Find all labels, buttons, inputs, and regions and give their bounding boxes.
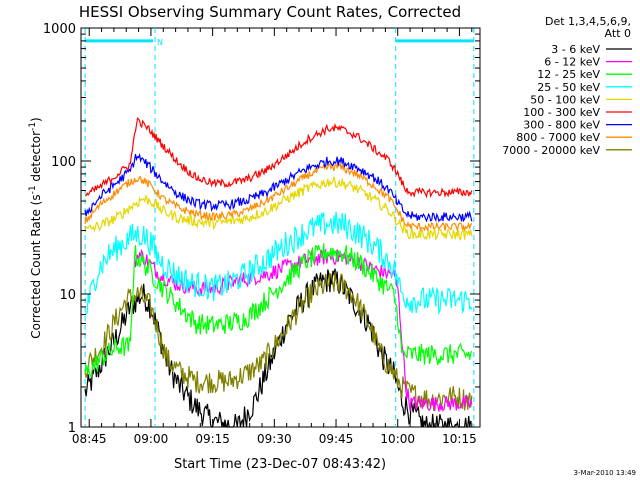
chart-title: HESSI Observing Summary Count Rates, Cor… (79, 3, 461, 21)
x-tick-label: 10:15 (442, 432, 477, 446)
series-line-6 (84, 152, 473, 223)
x-tick-label: 09:30 (257, 432, 292, 446)
y-tick-label: 10 (59, 288, 76, 303)
legend-header-line-1: Det 1,3,4,5,6,9, (545, 15, 631, 28)
x-tick-label: 09:15 (195, 432, 230, 446)
legend-label-5: 100 - 300 keV (523, 106, 600, 119)
series-line-0 (84, 268, 473, 429)
x-axis-label: Start Time (23-Dec-07 08:43:42) (174, 457, 386, 472)
series-line-5 (85, 117, 473, 199)
legend-label-6: 300 - 800 keV (523, 119, 600, 132)
legend-label-7: 800 - 7000 keV (516, 131, 600, 144)
x-tick-label: 09:00 (134, 432, 169, 446)
series-layer (84, 117, 473, 429)
legend-header-line-2: Att 0 (605, 27, 631, 40)
legend-label-3: 25 - 50 keV (537, 81, 600, 94)
legend-label-0: 3 - 6 keV (551, 43, 600, 56)
pointing-markers: N (84, 28, 475, 427)
series-line-8 (84, 271, 473, 411)
series-line-3 (84, 211, 473, 316)
x-tick-label: 08:45 (72, 432, 107, 446)
y-tick-label: 100 (51, 155, 76, 170)
x-tick-label: 10:00 (380, 432, 415, 446)
y-axis-label: Corrected Count Rate (s-1 detector-1) (28, 117, 43, 338)
axes: 08:45 09:00 09:15 09:30 09:45 10:00 10:15 1 10 10… (43, 22, 480, 446)
legend-label-1: 6 - 12 keV (544, 56, 600, 69)
legend-label-2: 12 - 25 keV (537, 68, 600, 81)
y-tick-label: 1 (68, 421, 76, 436)
generation-timestamp: 3-Mar-2010 13:49 (574, 469, 636, 477)
series-line-7 (84, 161, 473, 233)
y-tick-label: 1000 (43, 22, 76, 37)
marker-bar-label: N (157, 38, 163, 47)
legend-label-8: 7000 - 20000 keV (502, 144, 600, 157)
legend-label-4: 50 - 100 keV (530, 93, 600, 106)
series-line-2 (84, 243, 473, 378)
x-tick-label: 09:45 (319, 432, 354, 446)
series-line-4 (84, 176, 473, 241)
plot-frame (80, 27, 481, 428)
